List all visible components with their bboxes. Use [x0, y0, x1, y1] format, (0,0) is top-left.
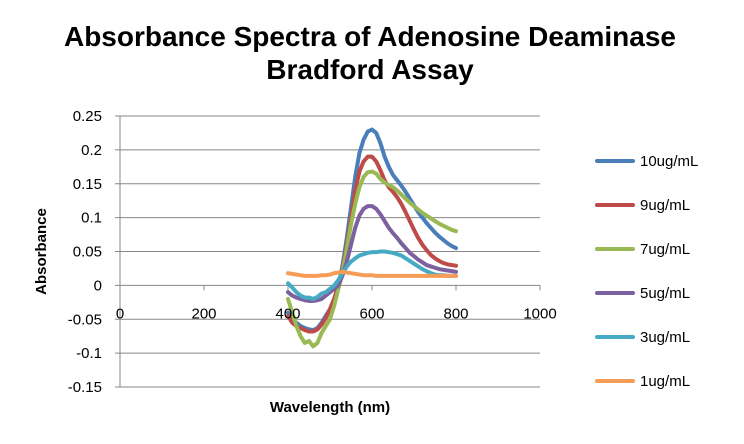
y-tick-label: 0	[94, 277, 102, 294]
chart-title: Absorbance Spectra of Adenosine Deaminas…	[64, 21, 676, 85]
y-tick-label: 0.25	[73, 108, 102, 125]
series-line-3ug-ml	[286, 249, 458, 301]
axes	[115, 115, 541, 388]
y-tick-label: -0.15	[68, 379, 102, 396]
x-tick-label: 800	[443, 305, 468, 322]
series-line-1ug-ml	[286, 269, 458, 278]
legend-label: 5ug/mL	[640, 285, 690, 302]
x-tick-label: 400	[275, 305, 300, 322]
y-tick-label: 0.2	[81, 142, 102, 159]
series-line-9ug-ml	[286, 154, 458, 334]
y-tick-label: 0.05	[73, 244, 102, 261]
axis-titles: Wavelength (nm) Absorbance	[33, 208, 390, 416]
x-tick-label: 200	[191, 305, 216, 322]
legend-label: 9ug/mL	[640, 197, 690, 214]
chart-title-line-2: Bradford Assay	[266, 54, 474, 85]
series-lines	[286, 127, 458, 349]
legend-label: 7ug/mL	[640, 241, 690, 258]
y-axis-title: Absorbance	[33, 208, 50, 295]
tick-labels: -0.15 -0.1 -0.05 0 0.05 0.1 0.15 0.2 0.25 0 200 400…	[68, 108, 557, 396]
y-tick-label: -0.05	[68, 311, 102, 328]
legend-label: 3ug/mL	[640, 329, 690, 346]
y-tick-label: 0.1	[81, 210, 102, 227]
legend-label: 1ug/mL	[640, 373, 690, 390]
x-axis-title: Wavelength (nm)	[270, 399, 390, 416]
y-tick-label: -0.1	[76, 345, 102, 362]
legend-label: 10ug/mL	[640, 153, 698, 170]
legend: 10ug/mL 9ug/mL 7ug/mL 5ug/mL 3ug/mL 1ug/mL	[595, 153, 698, 390]
y-tick-label: 0.15	[73, 176, 102, 193]
x-tick-label: 1000	[523, 305, 556, 322]
chart-title-line-1: Absorbance Spectra of Adenosine Deaminas…	[64, 21, 676, 52]
gridlines	[120, 115, 540, 388]
series-line-5ug-ml	[286, 204, 458, 303]
series-line-7ug-ml	[286, 169, 458, 349]
x-tick-label: 0	[116, 305, 124, 322]
x-tick-label: 600	[359, 305, 384, 322]
